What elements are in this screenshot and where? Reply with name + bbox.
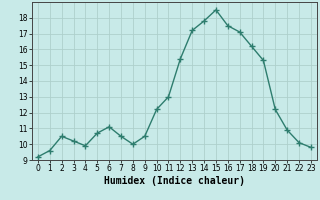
X-axis label: Humidex (Indice chaleur): Humidex (Indice chaleur)	[104, 176, 245, 186]
